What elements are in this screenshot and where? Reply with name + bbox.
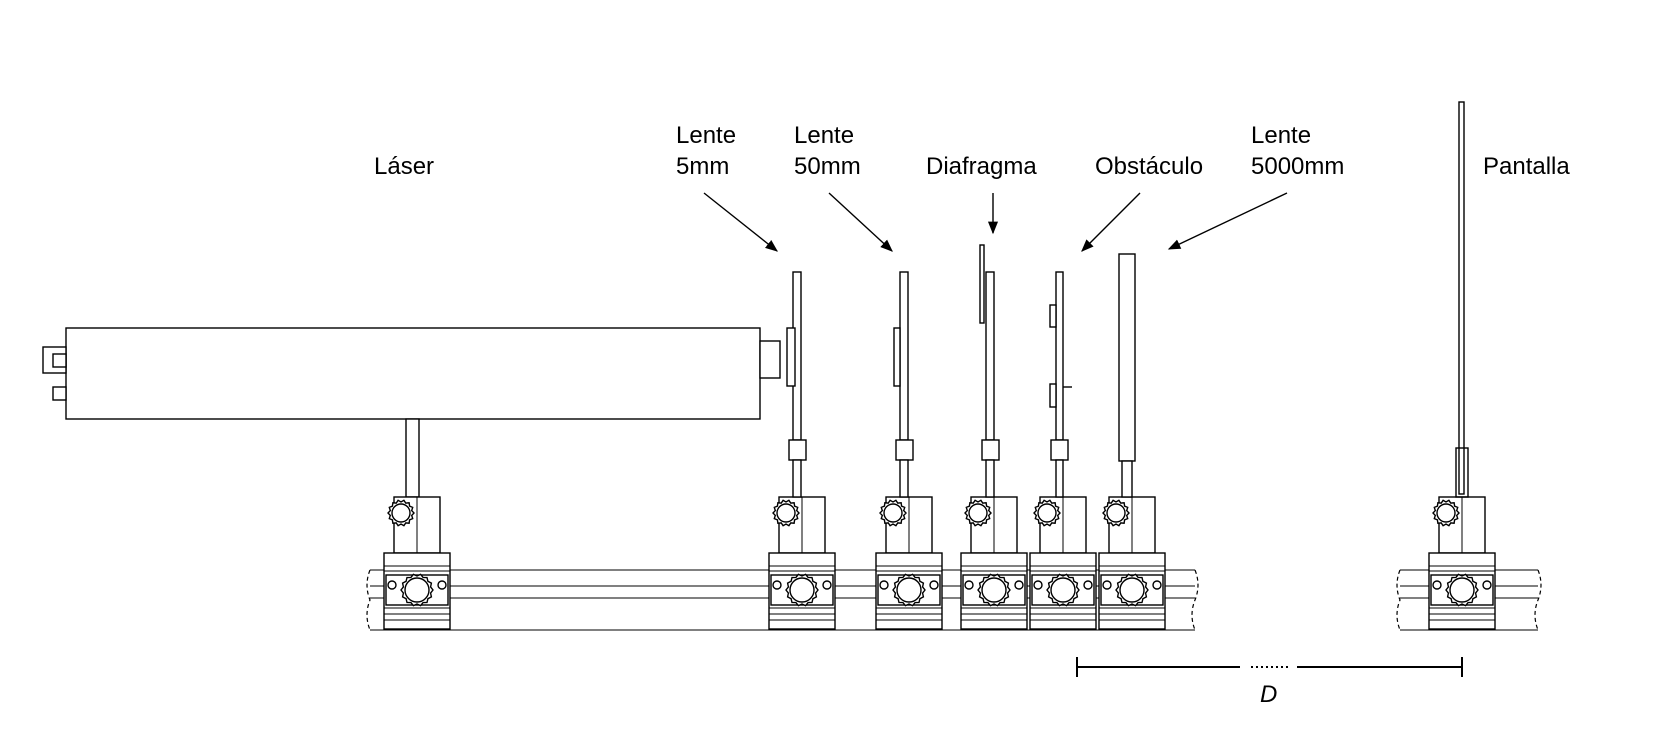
carrier-lens-5mm: [768, 496, 836, 630]
lens-50mm-holder: [893, 271, 914, 498]
label-screen: Pantalla: [1483, 153, 1570, 180]
arrow-lens-5mm: [703, 192, 778, 252]
label-lens-5000mm-line2: 5000mm: [1251, 153, 1345, 180]
arrow-lens-5000mm: [1167, 192, 1288, 250]
carrier-diaphragm: [960, 496, 1028, 630]
label-diaphragm: Diafragma: [926, 153, 1037, 180]
carrier-lens-50mm: [875, 496, 943, 630]
label-lens-50mm-line2: 50mm: [794, 153, 861, 180]
lens-5mm-holder: [786, 271, 807, 498]
label-distance: D: [1260, 681, 1278, 708]
lens-5000mm-holder: [1118, 253, 1136, 498]
carrier-laser: [383, 496, 451, 630]
distance-dimension: [1076, 657, 1463, 677]
arrow-lens-50mm: [828, 192, 893, 252]
label-lens-5000mm-line1: Lente: [1251, 122, 1312, 149]
obstacle-holder: [1049, 271, 1072, 498]
label-obstacle: Obstáculo: [1095, 153, 1204, 180]
diaphragm-holder: [979, 244, 1000, 498]
label-lens-5mm-line1: Lente: [676, 122, 737, 149]
arrow-obstacle: [1081, 192, 1141, 252]
carrier-screen: [1428, 496, 1496, 630]
label-lens-50mm-line1: Lente: [794, 122, 855, 149]
label-laser: Láser: [374, 153, 435, 180]
laser-body: [42, 327, 781, 498]
annotation-arrows: [703, 192, 1288, 252]
carrier-lens-5000mm: [1098, 496, 1166, 630]
rail-carriers: [383, 496, 1496, 630]
screen-holder: [1455, 101, 1469, 498]
carrier-obstacle: [1029, 496, 1097, 630]
label-lens-5mm-line2: 5mm: [676, 153, 730, 180]
